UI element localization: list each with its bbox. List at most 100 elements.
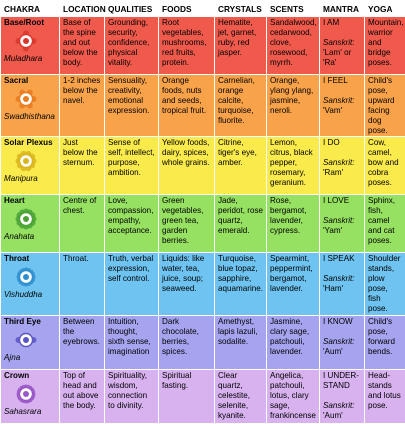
sanskrit-label: Sanskrit: <box>323 96 355 105</box>
crystals-cell: Clear quartz, celestite, selenite, kyani… <box>215 369 267 423</box>
scents-cell: Jasmine, clary sage, patchouli, lavender… <box>267 315 320 369</box>
scents-cell: Rose, bergamot, lavender, cypress. <box>267 195 320 253</box>
mantra-cell: I KNOW Sanskrit: 'Aum' <box>320 315 365 369</box>
yoga-cell: Mountain, warrior and bridge poses. <box>365 17 405 75</box>
mantra-sanskrit: Sanskrit: 'Ram' <box>323 158 361 178</box>
chakra-cell: Solar Plexus Manipura <box>1 137 60 195</box>
mantra-cell: I AM Sanskrit: 'Lam' or 'Ra' <box>320 17 365 75</box>
yoga-cell: Cow, camel, bow and cobra poses. <box>365 137 405 195</box>
foods-cell: Dark chocolate, berries, spices. <box>159 315 215 369</box>
crystals-cell: Turquoise, blue topaz, sapphire, aquamar… <box>215 253 267 315</box>
chakra-row: Sacral Swadhisthana 1-2 inches below the n… <box>1 75 405 137</box>
chakra-cell: Heart Anahata <box>1 195 60 253</box>
qualities-cell: Grounding, security, confidence, physica… <box>105 17 159 75</box>
chakra-name: Heart <box>4 196 56 206</box>
mantra-english: I SPEAK <box>323 254 361 264</box>
header-row: CHAKRA LOCATION QUALITIES FOODS CRYSTALS… <box>1 1 405 17</box>
foods-cell: Root vegetables, mushrooms, red fruits, … <box>159 17 215 75</box>
third-eye-chakra-icon <box>14 328 38 352</box>
mantra-english: I UNDER-STAND <box>323 371 361 391</box>
mantra-sanskrit-value: 'Vam' <box>323 106 342 115</box>
mantra-sanskrit-value: 'Aum' <box>323 411 343 420</box>
chakra-name: Solar Plexus <box>4 138 56 148</box>
solar-plexus-chakra-icon <box>14 149 38 173</box>
location-cell: Base of the spine and out below the body… <box>60 17 105 75</box>
header-qualities: QUALITIES <box>105 1 159 17</box>
scents-cell: Angelica, patchouli, lotus, clary sage, … <box>267 369 320 423</box>
foods-cell: Spiritual fasting. <box>159 369 215 423</box>
sanskrit-label: Sanskrit: <box>323 274 355 283</box>
location-cell: Centre of chest. <box>60 195 105 253</box>
header-chakra: CHAKRA <box>1 1 60 17</box>
mantra-sanskrit: Sanskrit: 'Ham' <box>323 274 361 294</box>
sanskrit-label: Sanskrit: <box>323 401 355 410</box>
mantra-sanskrit-value: 'Ham' <box>323 284 343 293</box>
chakra-sanskrit-name: Muladhara <box>4 54 56 64</box>
scents-cell: Orange, ylang ylang, jasmine, neroli. <box>267 75 320 137</box>
yoga-cell: Shoulder stands, plow pose, fish pose. <box>365 253 405 315</box>
qualities-cell: Truth, verbal expression, self control. <box>105 253 159 315</box>
chakra-name: Base/Root <box>4 18 56 28</box>
header-mantra: MANTRA <box>320 1 365 17</box>
yoga-cell: Child's pose, forward bends. <box>365 315 405 369</box>
chakra-name: Third Eye <box>4 317 56 327</box>
foods-cell: Orange foods, nuts and seeds, tropical f… <box>159 75 215 137</box>
mantra-sanskrit: Sanskrit: 'Aum' <box>323 401 361 421</box>
chakra-name: Throat <box>4 254 56 264</box>
sanskrit-label: Sanskrit: <box>323 158 355 167</box>
crystals-cell: Carnelian, orange calcite, turquoise, fl… <box>215 75 267 137</box>
mantra-sanskrit-value: 'Yam' <box>323 226 342 235</box>
mantra-english: I DO <box>323 138 361 148</box>
location-cell: Just below the sternum. <box>60 137 105 195</box>
chakra-name: Sacral <box>4 76 56 86</box>
mantra-cell: I UNDER-STAND Sanskrit: 'Aum' <box>320 369 365 423</box>
mantra-sanskrit: Sanskrit: 'Lam' or 'Ra' <box>323 38 361 68</box>
chakra-sanskrit-name: Swadhisthana <box>4 112 56 122</box>
scents-cell: Sandalwood, cedarwood, clove, rosewood, … <box>267 17 320 75</box>
yoga-cell: Head-stands and lotus pose. <box>365 369 405 423</box>
header-scents: SCENTS <box>267 1 320 17</box>
mantra-sanskrit: Sanskrit: 'Aum' <box>323 337 361 357</box>
header-foods: FOODS <box>159 1 215 17</box>
mantra-english: I KNOW <box>323 317 361 327</box>
heart-chakra-icon <box>14 207 38 231</box>
chakra-sanskrit-name: Sahasrara <box>4 407 56 417</box>
chakra-cell: Sacral Swadhisthana <box>1 75 60 137</box>
crystals-cell: Hematite, jet, garnet, ruby, red jasper. <box>215 17 267 75</box>
scents-cell: Lemon, citrus, black pepper, rosemary, g… <box>267 137 320 195</box>
chakra-sanskrit-name: Vishuddha <box>4 290 56 300</box>
sanskrit-label: Sanskrit: <box>323 337 355 346</box>
yoga-cell: Child's pose, upward facing dog pose. <box>365 75 405 137</box>
mantra-cell: I SPEAK Sanskrit: 'Ham' <box>320 253 365 315</box>
location-cell: 1-2 inches below the navel. <box>60 75 105 137</box>
sanskrit-label: Sanskrit: <box>323 216 355 225</box>
foods-cell: Liquids: like water, tea, juice, soup; s… <box>159 253 215 315</box>
throat-chakra-icon <box>14 265 38 289</box>
chakra-sanskrit-name: Anahata <box>4 232 56 242</box>
chakra-sanskrit-name: Ajna <box>4 353 56 363</box>
crystals-cell: Jade, peridot, rose quartz, emerald. <box>215 195 267 253</box>
sanskrit-label: Sanskrit: <box>323 38 355 47</box>
qualities-cell: Sensuality, creativity, emotional expres… <box>105 75 159 137</box>
mantra-english: I FEEL <box>323 76 361 86</box>
header-location: LOCATION <box>60 1 105 17</box>
foods-cell: Yellow foods, dairy, spices, whole grain… <box>159 137 215 195</box>
root-chakra-icon <box>14 29 38 53</box>
mantra-sanskrit: Sanskrit: 'Yam' <box>323 216 361 236</box>
chakra-sanskrit-name: Manipura <box>4 174 56 184</box>
mantra-sanskrit-value: 'Ram' <box>323 168 343 177</box>
header-crystals: CRYSTALS <box>215 1 267 17</box>
scents-cell: Spearmint, peppermint, bergamot, lavende… <box>267 253 320 315</box>
qualities-cell: Spirituality, wisdom, connection to divi… <box>105 369 159 423</box>
location-cell: Top of head and out above the body. <box>60 369 105 423</box>
crown-chakra-icon <box>14 382 38 406</box>
chakra-cell: Throat Vishuddha <box>1 253 60 315</box>
foods-cell: Green vegetables, green tea, garden berr… <box>159 195 215 253</box>
qualities-cell: Love, compassion, empathy, acceptance. <box>105 195 159 253</box>
mantra-english: I AM <box>323 18 361 28</box>
